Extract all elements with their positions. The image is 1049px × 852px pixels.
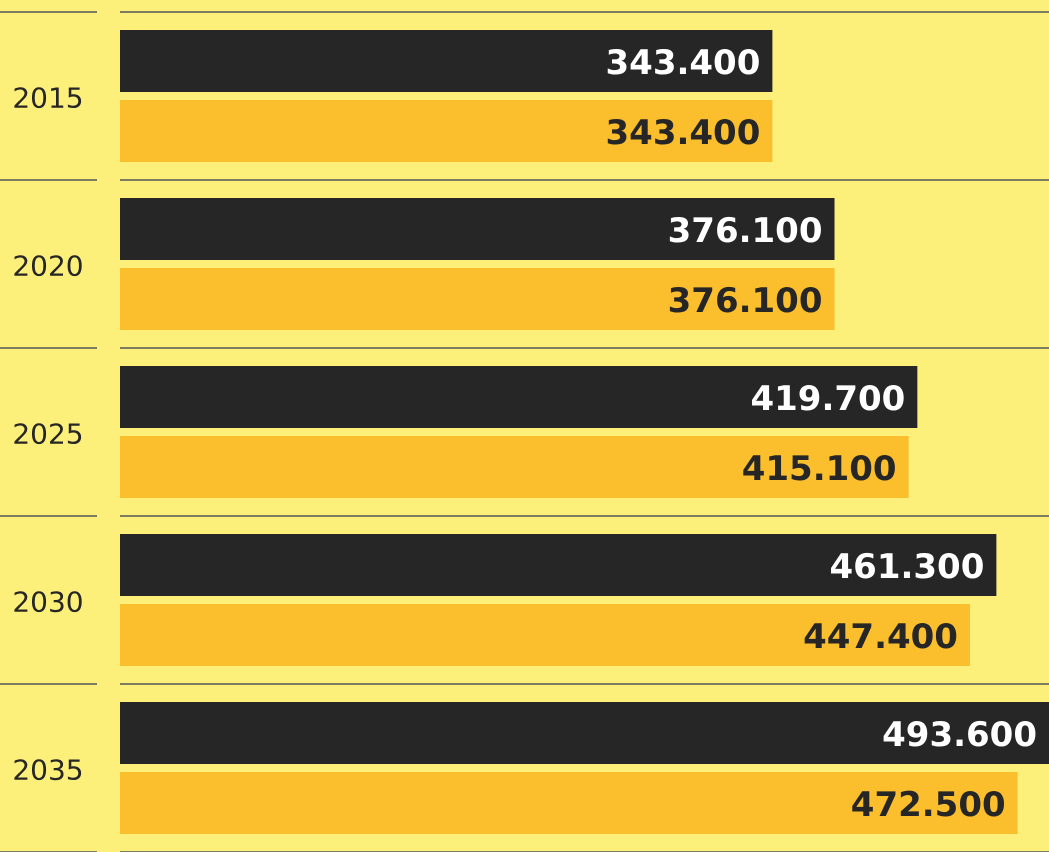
value-label: 472.500	[851, 785, 1006, 825]
bar	[120, 30, 773, 92]
bar	[120, 702, 1049, 764]
value-label: 419.700	[750, 379, 905, 419]
value-label: 461.300	[830, 547, 985, 587]
value-label: 376.100	[668, 281, 823, 321]
value-label: 343.400	[606, 43, 761, 83]
bar	[120, 772, 1018, 834]
bar	[120, 436, 909, 498]
bar	[120, 268, 835, 330]
bar	[120, 198, 835, 260]
bar	[120, 534, 997, 596]
bar	[120, 604, 970, 666]
category-label: 2015	[12, 82, 83, 115]
category-label: 2025	[12, 418, 83, 451]
category-label: 2035	[12, 754, 83, 787]
value-label: 493.600	[882, 715, 1037, 755]
category-label: 2030	[12, 586, 83, 619]
bar	[120, 100, 773, 162]
value-label: 343.400	[606, 113, 761, 153]
value-label: 376.100	[668, 211, 823, 251]
value-label: 415.100	[742, 449, 897, 489]
value-label: 447.400	[803, 617, 958, 657]
bar	[120, 366, 918, 428]
category-label: 2020	[12, 250, 83, 283]
